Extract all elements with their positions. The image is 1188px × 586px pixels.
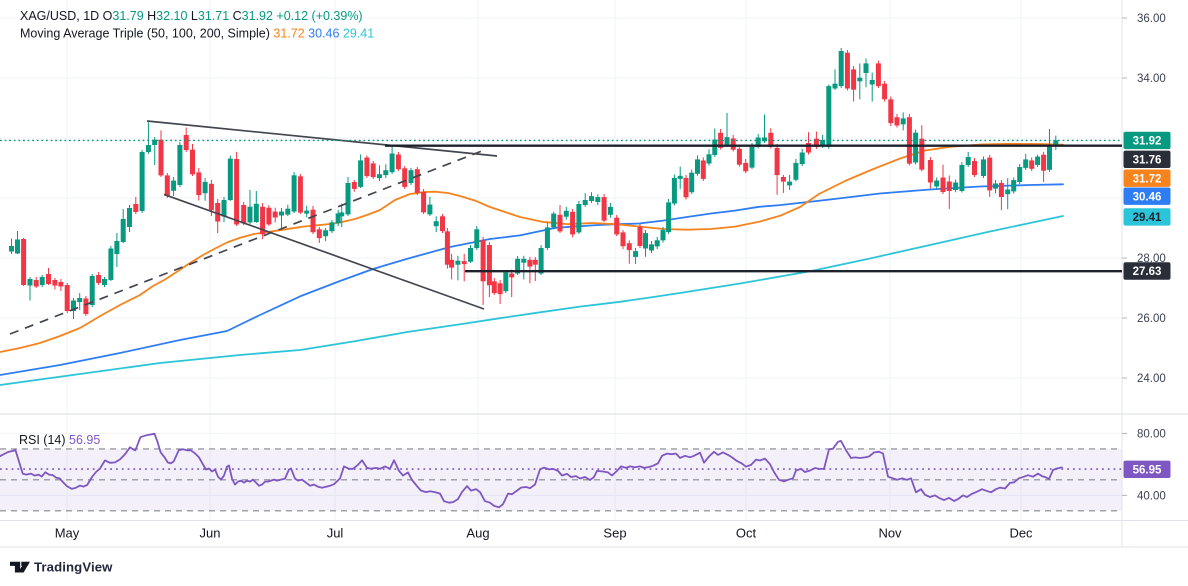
- svg-text:Oct: Oct: [736, 526, 757, 541]
- svg-text:XAG/USD, 1D O31.79 H32.10 L31: XAG/USD, 1D O31.79 H32.10 L31.71 C31.92 …: [20, 9, 363, 23]
- svg-text:28.00: 28.00: [1137, 253, 1166, 265]
- svg-text:Dec: Dec: [1009, 526, 1033, 541]
- svg-text:40.00: 40.00: [1137, 490, 1166, 502]
- svg-text:31.72: 31.72: [1133, 173, 1162, 185]
- svg-text:Nov: Nov: [878, 526, 902, 541]
- svg-text:May: May: [55, 526, 80, 541]
- svg-text:56.95: 56.95: [1133, 464, 1162, 476]
- svg-text:Aug: Aug: [466, 526, 489, 541]
- svg-text:80.00: 80.00: [1137, 428, 1166, 440]
- svg-text:TradingView: TradingView: [34, 560, 113, 575]
- svg-text:RSI (14) 56.95: RSI (14) 56.95: [19, 433, 100, 447]
- svg-text:29.41: 29.41: [1133, 212, 1162, 224]
- svg-text:36.00: 36.00: [1137, 13, 1166, 25]
- svg-text:27.63: 27.63: [1133, 266, 1162, 278]
- svg-text:31.76: 31.76: [1133, 154, 1162, 166]
- svg-text:Sep: Sep: [603, 526, 626, 541]
- svg-text:34.00: 34.00: [1137, 73, 1166, 85]
- svg-text:31.92: 31.92: [1133, 136, 1162, 148]
- svg-text:26.00: 26.00: [1137, 313, 1166, 325]
- svg-text:30.46: 30.46: [1133, 191, 1162, 203]
- svg-text:24.00: 24.00: [1137, 373, 1166, 385]
- svg-text:Jul: Jul: [327, 526, 344, 541]
- svg-text:Moving Average Triple (50, 100: Moving Average Triple (50, 100, 200, Sim…: [20, 27, 374, 41]
- svg-text:Jun: Jun: [200, 526, 221, 541]
